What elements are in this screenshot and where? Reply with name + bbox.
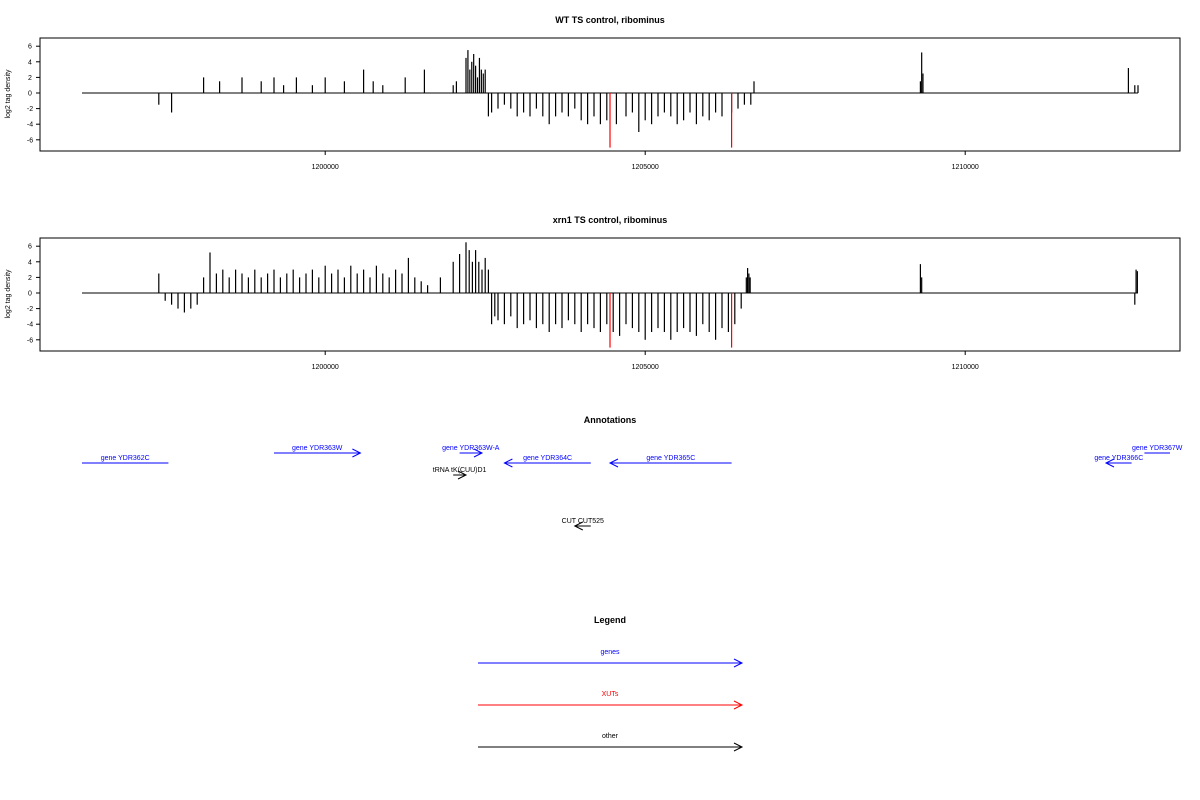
legend-label: genes <box>600 649 620 656</box>
y-tick-label: 0 <box>28 91 32 98</box>
feature-arrowhead <box>608 458 619 468</box>
x-axis: 1200000 1205000 1210000 <box>312 351 979 371</box>
legend-item: other <box>478 733 744 752</box>
y-tick-label: 4 <box>28 59 32 66</box>
feature-label: gene YDR363W <box>292 445 343 452</box>
feature-label: CUT CUT525 <box>562 518 604 525</box>
panel-wt-ts-control: WT TS control, ribominus log2 tag densit… <box>5 15 1181 171</box>
legend-item: genes <box>478 649 744 668</box>
y-axis-label: log2 tag density <box>5 269 12 319</box>
annotations-title: Annotations <box>584 415 637 425</box>
plot-frame <box>39 37 1181 152</box>
x-tick-label: 1210000 <box>952 164 979 171</box>
y-tick-label: -6 <box>27 337 33 344</box>
y-tick-label: -4 <box>27 122 33 129</box>
legend-arrowhead <box>733 700 744 710</box>
annotation-feature: gene YDR363W-A <box>442 445 500 458</box>
x-tick-label: 1205000 <box>632 164 659 171</box>
feature-label: gene YDR366C <box>1094 455 1143 462</box>
x-axis: 1200000 1205000 1210000 <box>312 151 979 171</box>
y-tick-label: 2 <box>28 275 32 282</box>
y-tick-label: -4 <box>27 322 33 329</box>
feature-label: gene YDR367W <box>1132 445 1183 452</box>
legend-label: other <box>602 733 619 740</box>
feature-label: gene YDR363W-A <box>442 445 500 452</box>
y-tick-label: 0 <box>28 291 32 298</box>
feature-label: gene YDR365C <box>646 455 695 462</box>
feature-arrowhead <box>473 448 484 458</box>
x-tick-label: 1200000 <box>312 164 339 171</box>
y-tick-label: 6 <box>28 44 32 51</box>
x-tick-label: 1210000 <box>952 364 979 371</box>
y-tick-label: 4 <box>28 259 32 266</box>
y-axis: 6 4 2 0 -2 -4 -6 <box>27 44 40 144</box>
feature-label: tRNA tK(CUU)D1 <box>433 467 487 474</box>
annotation-features: gene YDR362C gene YDR363W gene YDR363W-A tR… <box>82 445 1183 531</box>
legend-item: XUTs <box>478 691 744 710</box>
y-axis: 6 4 2 0 -2 -4 -6 <box>27 244 40 344</box>
annotation-feature: gene YDR367W <box>1132 445 1183 454</box>
panel-title: WT TS control, ribominus <box>555 15 665 25</box>
annotation-feature: tRNA tK(CUU)D1 <box>433 467 487 480</box>
annotation-feature: CUT CUT525 <box>562 518 604 531</box>
feature-label: gene YDR362C <box>101 455 150 462</box>
x-tick-label: 1205000 <box>632 364 659 371</box>
legend-items: genes XUTs other <box>478 649 744 752</box>
y-tick-label: -2 <box>27 306 33 313</box>
panel-xrn1-ts-control: xrn1 TS control, ribominus log2 tag dens… <box>5 215 1181 371</box>
y-axis-label: log2 tag density <box>5 69 12 119</box>
feature-arrowhead <box>1104 458 1115 468</box>
legend-arrowhead <box>733 658 744 668</box>
legend: Legend genes XUTs other <box>478 615 744 752</box>
feature-arrowhead <box>503 458 513 468</box>
plot-frame <box>39 237 1181 352</box>
legend-label: XUTs <box>602 691 619 698</box>
y-tick-label: 6 <box>28 244 32 251</box>
feature-arrowhead <box>352 448 362 458</box>
feature-label: gene YDR364C <box>523 455 572 462</box>
legend-arrowhead <box>733 742 744 752</box>
y-tick-label: -6 <box>27 137 33 144</box>
annotation-feature: gene YDR366C <box>1094 455 1143 468</box>
annotation-feature: gene YDR362C <box>82 455 169 464</box>
feature-arrowhead <box>457 470 468 480</box>
panel-title: xrn1 TS control, ribominus <box>553 215 668 225</box>
x-tick-label: 1200000 <box>312 364 339 371</box>
annotation-feature: gene YDR365C <box>608 455 732 468</box>
annotation-feature: gene YDR363W <box>274 445 362 458</box>
legend-title: Legend <box>594 615 626 625</box>
density-bars <box>158 50 1139 148</box>
y-tick-label: 2 <box>28 75 32 82</box>
density-bars <box>158 242 1138 348</box>
annotation-feature: gene YDR364C <box>503 455 591 468</box>
y-tick-label: -2 <box>27 106 33 113</box>
feature-arrowhead <box>573 521 584 531</box>
